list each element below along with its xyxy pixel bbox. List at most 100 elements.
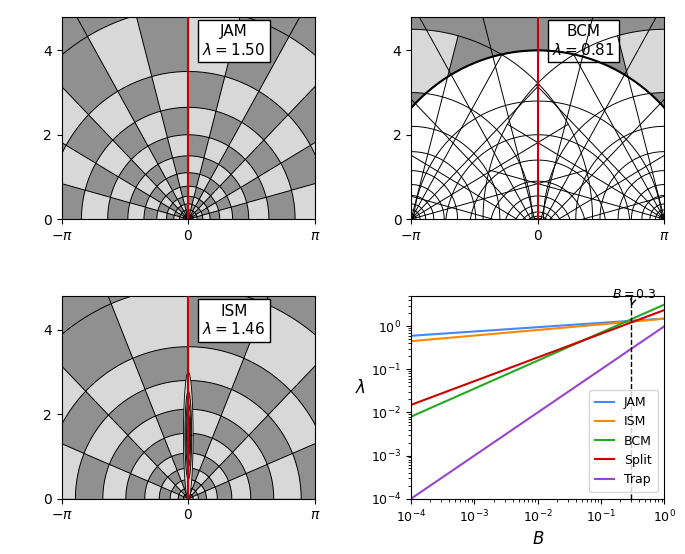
Split bbox=[557, 345, 565, 352]
Polygon shape bbox=[379, 154, 399, 177]
Polygon shape bbox=[411, 29, 458, 97]
Polygon shape bbox=[366, 195, 382, 210]
Line: ISM: ISM bbox=[411, 319, 664, 341]
Polygon shape bbox=[508, 207, 520, 219]
Polygon shape bbox=[399, 171, 411, 186]
Polygon shape bbox=[545, 214, 551, 219]
Polygon shape bbox=[516, 213, 525, 219]
Polygon shape bbox=[388, 126, 411, 154]
Polygon shape bbox=[190, 210, 192, 215]
Polygon shape bbox=[538, 216, 542, 219]
Polygon shape bbox=[227, 187, 247, 207]
Polygon shape bbox=[188, 196, 194, 204]
Polygon shape bbox=[449, 119, 491, 163]
Polygon shape bbox=[188, 453, 205, 470]
Polygon shape bbox=[179, 217, 184, 219]
Polygon shape bbox=[166, 175, 180, 191]
Polygon shape bbox=[641, 126, 664, 154]
Polygon shape bbox=[268, 391, 323, 453]
Polygon shape bbox=[264, 115, 310, 163]
Polygon shape bbox=[173, 199, 181, 208]
Polygon shape bbox=[201, 477, 215, 491]
Polygon shape bbox=[172, 453, 188, 470]
Polygon shape bbox=[654, 206, 660, 213]
Polygon shape bbox=[658, 185, 685, 219]
Polygon shape bbox=[157, 179, 173, 196]
Polygon shape bbox=[425, 213, 434, 219]
Polygon shape bbox=[406, 196, 411, 204]
Polygon shape bbox=[110, 177, 136, 203]
Polygon shape bbox=[210, 186, 227, 203]
Polygon shape bbox=[108, 197, 130, 219]
Polygon shape bbox=[667, 204, 672, 211]
Polygon shape bbox=[186, 210, 188, 214]
Polygon shape bbox=[401, 206, 407, 213]
Polygon shape bbox=[175, 481, 184, 491]
Polygon shape bbox=[440, 195, 456, 210]
Trap bbox=[562, 390, 571, 397]
Polygon shape bbox=[491, 207, 508, 219]
Polygon shape bbox=[423, 189, 434, 202]
Polygon shape bbox=[521, 197, 532, 209]
Polygon shape bbox=[364, 185, 417, 219]
Polygon shape bbox=[246, 464, 274, 499]
Polygon shape bbox=[458, 163, 489, 196]
Polygon shape bbox=[555, 188, 572, 207]
Polygon shape bbox=[144, 207, 158, 219]
Polygon shape bbox=[602, 186, 624, 207]
Polygon shape bbox=[660, 218, 662, 219]
Polygon shape bbox=[46, 304, 133, 391]
Polygon shape bbox=[110, 435, 144, 474]
Polygon shape bbox=[673, 172, 685, 189]
Polygon shape bbox=[663, 214, 664, 217]
Polygon shape bbox=[489, 170, 514, 196]
Polygon shape bbox=[528, 213, 534, 218]
Polygon shape bbox=[472, 148, 503, 181]
Polygon shape bbox=[166, 191, 177, 203]
Polygon shape bbox=[478, 181, 503, 207]
Polygon shape bbox=[190, 204, 195, 211]
Polygon shape bbox=[627, 198, 663, 219]
Polygon shape bbox=[533, 212, 538, 217]
Polygon shape bbox=[434, 97, 472, 138]
Polygon shape bbox=[664, 152, 681, 172]
Polygon shape bbox=[170, 491, 179, 499]
Polygon shape bbox=[188, 468, 199, 481]
Polygon shape bbox=[662, 210, 664, 214]
Polygon shape bbox=[434, 185, 451, 202]
Polygon shape bbox=[283, 55, 351, 130]
Polygon shape bbox=[411, 171, 423, 186]
Trap bbox=[621, 350, 629, 357]
ISM bbox=[660, 315, 669, 322]
Polygon shape bbox=[197, 175, 210, 191]
Polygon shape bbox=[188, 480, 195, 489]
Polygon shape bbox=[0, 114, 66, 181]
Polygon shape bbox=[545, 218, 549, 219]
Polygon shape bbox=[405, 211, 409, 216]
Polygon shape bbox=[584, 119, 626, 163]
Polygon shape bbox=[543, 186, 579, 219]
Polygon shape bbox=[190, 489, 195, 495]
Polygon shape bbox=[562, 105, 600, 148]
Polygon shape bbox=[158, 203, 169, 213]
Polygon shape bbox=[231, 203, 249, 219]
Polygon shape bbox=[619, 161, 641, 185]
Polygon shape bbox=[196, 212, 202, 217]
Polygon shape bbox=[351, 97, 388, 138]
Polygon shape bbox=[247, 197, 269, 219]
Polygon shape bbox=[420, 172, 434, 189]
Polygon shape bbox=[406, 218, 409, 219]
Polygon shape bbox=[176, 208, 182, 214]
Polygon shape bbox=[288, 70, 363, 145]
Polygon shape bbox=[188, 381, 232, 416]
Polygon shape bbox=[321, 36, 380, 110]
Polygon shape bbox=[334, 153, 366, 186]
ISM bbox=[558, 325, 566, 331]
JAM bbox=[660, 315, 669, 322]
Polygon shape bbox=[158, 158, 177, 179]
Polygon shape bbox=[174, 212, 181, 217]
Polygon shape bbox=[579, 110, 620, 153]
Polygon shape bbox=[536, 55, 604, 130]
Polygon shape bbox=[145, 381, 188, 416]
Polygon shape bbox=[618, 207, 632, 219]
